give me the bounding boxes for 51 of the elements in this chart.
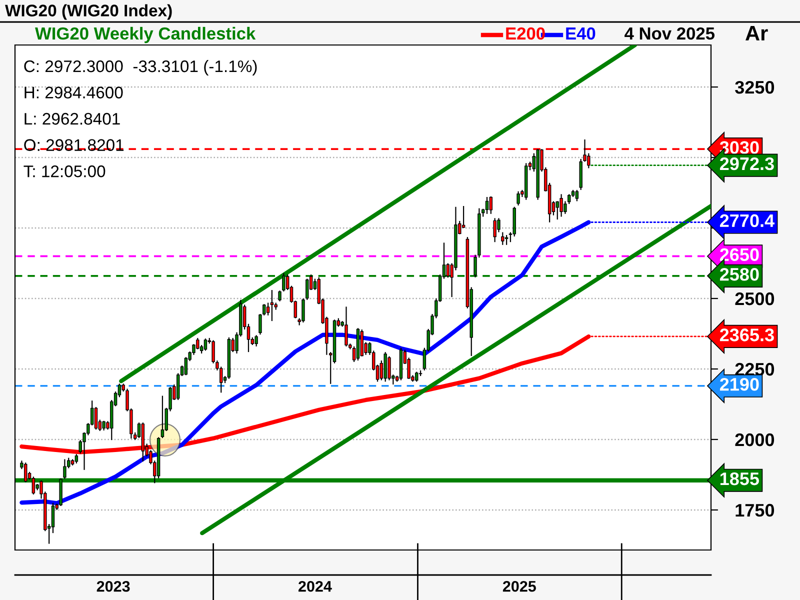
ref-line-label: 1855 xyxy=(720,472,760,486)
candlestick xyxy=(278,290,282,302)
candlestick xyxy=(504,234,508,246)
annotation: O: 2981.8201 xyxy=(24,139,124,151)
x-tick-label: 2023 xyxy=(96,580,130,592)
candlestick xyxy=(344,306,348,347)
candlestick xyxy=(415,371,418,382)
data-label: 2365.3 xyxy=(720,328,774,342)
ref-line-label: 2190 xyxy=(720,378,759,391)
y-tick-label: 2000 xyxy=(735,433,774,446)
y-tick-label: 1750 xyxy=(736,504,774,517)
candlestick xyxy=(516,190,520,206)
candlestick xyxy=(94,406,98,430)
candlestick xyxy=(270,289,274,322)
candlestick xyxy=(254,334,258,347)
chart-title: WIG20 (WIG20 Index) xyxy=(5,4,172,20)
candlestick xyxy=(74,454,78,464)
ref-line-label: 2650 xyxy=(720,248,759,262)
candlestick xyxy=(501,232,504,246)
candlestick xyxy=(24,462,28,483)
annotation: C: 2972.3000 -33.3101 (-1.1%) xyxy=(24,60,257,76)
ref-line-label: 2580 xyxy=(720,268,759,281)
legend-label: E40 xyxy=(566,27,596,40)
candlestick xyxy=(489,196,493,214)
x-tick-label: 2025 xyxy=(502,580,536,592)
legend-label: E200 xyxy=(506,27,545,40)
candlestick xyxy=(204,338,208,352)
candlestick xyxy=(102,420,106,431)
annotation: L: 2962.8401 xyxy=(24,112,120,125)
candlestick xyxy=(160,395,164,439)
annotation: H: 2984.4600 xyxy=(24,86,123,98)
candlestick xyxy=(266,302,270,316)
y-axis-title: Ar xyxy=(746,26,768,40)
candlestick xyxy=(560,194,563,218)
candlestick xyxy=(556,200,559,220)
text: 4 Nov 2025 xyxy=(624,27,715,40)
candlestick xyxy=(184,356,188,376)
candlestick xyxy=(32,476,36,496)
annotation: 2972.3 xyxy=(720,157,774,170)
candlestick xyxy=(493,218,496,243)
y-tick-label: 3250 xyxy=(735,80,774,94)
candlestick xyxy=(51,502,55,534)
chart-subtitle: WIG20 Weekly Candlestick xyxy=(35,26,256,44)
y-tick-label: 2500 xyxy=(735,292,774,306)
annotation: T: 12:05:00 xyxy=(24,165,106,178)
candlestick xyxy=(485,196,489,214)
candlestick xyxy=(446,262,450,278)
candlestick xyxy=(388,356,391,381)
ref-line-label: 3030 xyxy=(720,141,759,154)
x-tick-label: 2024 xyxy=(298,580,332,592)
data-label: 2770.4 xyxy=(720,214,774,228)
